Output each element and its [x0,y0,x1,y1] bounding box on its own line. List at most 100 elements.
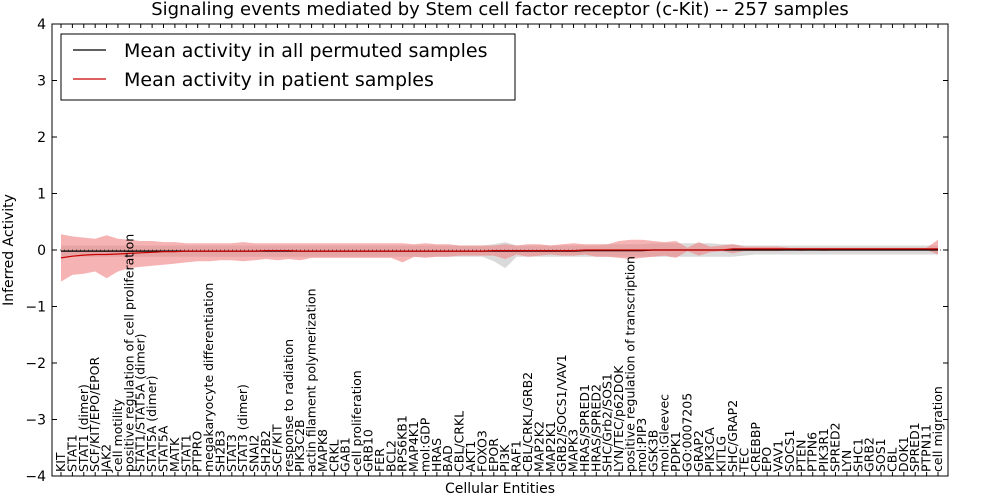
x-category-label: megakaryocyte differentiation [201,283,216,472]
y-tick-label: −2 [25,356,46,372]
x-category-label: SHC1 [850,438,865,472]
x-category-label: STAT1 (dimer) [76,384,91,472]
x-category-label: PTEN [793,440,808,472]
x-category-label: GO:0007205 [679,393,694,472]
x-category-label: cell proliferation [349,370,364,472]
x-category-label: CREBBP [748,422,763,472]
x-category-label: mol:PIP3 [634,418,649,472]
y-tick-label: 0 [37,243,46,259]
x-category-label: STAT5A (dimer) [144,376,159,472]
legend-box [60,33,516,101]
y-tick-label: 2 [37,130,46,146]
x-category-label: SH2B3 [213,430,228,472]
x-category-label: GAB1 [338,437,353,472]
x-category-label: FOXO3 [474,430,489,472]
x-category-label: MATK [167,437,182,472]
x-category-label: SHC/Grb2/SOS1 [600,373,615,472]
y-tick-label: −4 [25,469,46,485]
x-category-label: EPO [759,447,774,472]
x-category-label: STAT3 (dimer) [235,384,250,472]
x-category-label: PIK3C2B [292,419,307,472]
x-category-label: PTPN11 [919,424,934,472]
x-category-label: PDPK1 [668,431,683,472]
y-axis: −4 −3 −2 −1 0 1 2 3 4 [25,17,948,485]
x-axis-label: Cellular Entities [445,481,555,497]
x-category-label: PTPRO [190,431,205,472]
x-category-label: CRKL [326,439,341,472]
y-tick-label: −3 [25,413,46,429]
x-category-label: STAT3 [224,434,239,472]
y-axis-label: Inferred Activity [1,194,17,306]
x-category-label: PIK3R1 [816,428,831,472]
x-category-label: MAPK8 [315,429,330,472]
line-series-1 [60,248,938,259]
x-category-label: positive regulation of transcription [623,256,638,472]
x-category-label: AKT1 [463,441,478,472]
x-category-label: KIT [53,452,68,472]
x-category-label: PTPN6 [805,432,820,472]
x-category-label: SHC/GRAP2 [725,400,740,472]
y-tick-label: 4 [37,17,46,33]
x-category-label: BAD [440,445,455,472]
x-category-label: SCF/KIT [269,424,284,472]
confidence-bands [52,234,948,282]
x-category-label: RAF1 [509,440,524,472]
x-category-label: STAT1/STAT5A (dimer) [133,334,148,472]
x-category-label: PIK3CA [702,427,717,472]
x-category-label: response to radiation [281,339,296,472]
x-category-label: STAT1 [178,434,193,472]
x-category-label: PI3K [497,444,512,472]
y-tick-label: −1 [25,300,46,316]
band-series-1 [61,234,938,282]
x-category-label: KITLG [714,436,729,472]
x-category-label: SPRED2 [828,422,843,472]
x-category-label: DOK1 [896,436,911,472]
x-category-label: FER [372,448,387,472]
x-category-label: STAT1 [64,434,79,472]
x-category-label: RPS6KB1 [395,415,410,472]
x-category-label: GRB10 [361,429,376,472]
x-category-label: GSK3B [645,430,660,472]
x-category-label: mol:GDP [418,417,433,472]
x-category-label: MAP4K1 [406,421,421,472]
x-category-label: actin filament polymerization [304,288,319,472]
x-category-label: SOCS1 [782,430,797,472]
legend-label-permuted: Mean activity in all permuted samples [124,40,487,62]
x-category-label: SNAI2 [247,434,262,471]
x-category-label: GRAP2 [691,430,706,472]
x-category-label: JAK2 [99,444,114,473]
y-tick-label: 3 [37,74,46,90]
x-category-label: SCF/KIT/EPO/EPOR [87,356,102,472]
x-category-label: positive regulation of cell proliferatio… [121,234,136,472]
x-category-label: SPRED1 [907,422,922,472]
x-category-label: TEC [736,447,751,473]
x-category-label: VAV1 [771,440,786,472]
y-tick-label: 1 [37,187,46,203]
x-category-label: SH2B2 [258,430,273,472]
x-category-label: BCL2 [383,440,398,472]
x-category-label: MAPK3 [566,429,581,472]
x-category-label: MAP2K2 [531,421,546,472]
x-category-label: LYN [839,450,854,472]
x-category-label: MAP2K1 [543,421,558,472]
x-category-label: GRB2 [862,437,877,472]
x-category-label: CBL [884,448,899,472]
x-category-label: STAT5A [156,425,171,472]
x-category-label: cell motility [110,398,125,472]
x-category-label: CBL/CRKL/GRB2 [520,372,535,472]
chart-title: Signaling events mediated by Stem cell f… [151,0,849,20]
series-lines [60,248,938,259]
x-category-label: HRAS/SPRED1 [577,384,592,472]
x-category-label: LYN/TEC/p62DOK [611,365,626,472]
x-category-label: cell migration [930,386,945,472]
x-category-label: CBL/CRKL [452,411,467,472]
x-category-label: mol:Gleevec [657,394,672,472]
legend: Mean activity in all permuted samples Me… [60,33,516,101]
x-category-label: HRAS/SPRED2 [588,384,603,472]
legend-label-patient: Mean activity in patient samples [124,69,434,91]
x-category-label: HRAS [429,438,444,472]
x-category-label: SOS1 [873,438,888,472]
x-category-label: EPOR [486,438,501,472]
